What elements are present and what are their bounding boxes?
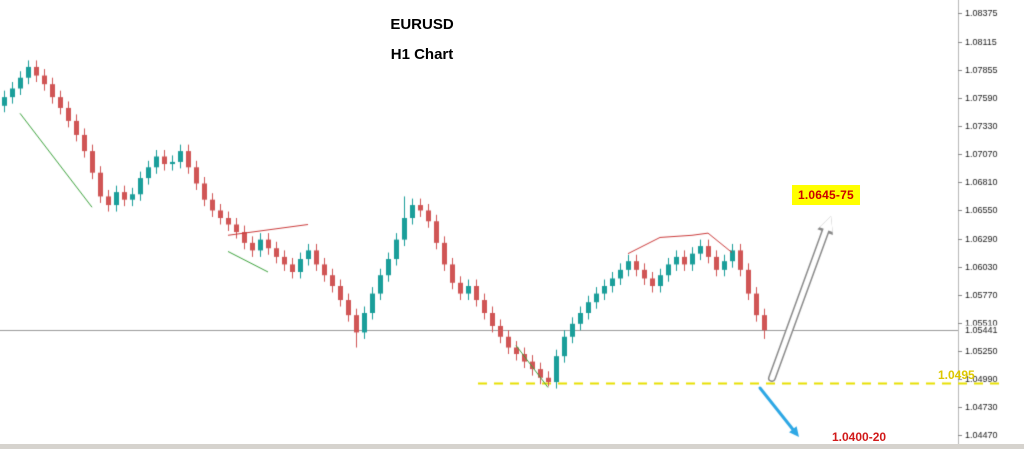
window-edge — [0, 444, 1024, 449]
target-zone-label: 1.0645-75 — [792, 185, 860, 205]
chart-title: EURUSD H1 Chart — [352, 16, 492, 64]
lower-zone-label: 1.0400-20 — [832, 430, 887, 444]
support-level-label: 1.0495 — [938, 368, 975, 382]
timeframe-label: H1 Chart — [390, 46, 454, 63]
symbol-label: EURUSD — [390, 16, 454, 33]
